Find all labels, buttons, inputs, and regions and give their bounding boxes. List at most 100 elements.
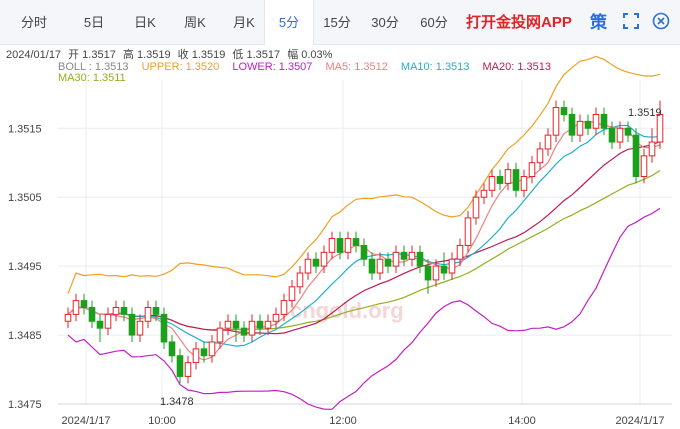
candle-body [176, 355, 184, 377]
candle-body [184, 362, 192, 377]
candle-body [464, 217, 472, 246]
boll-lower-line [67, 207, 661, 410]
quote-range: 幅 0.03% [287, 49, 333, 61]
legend-boll: BOLL : 1.3513 [58, 61, 129, 73]
candle-body [64, 313, 72, 322]
candle-body [272, 313, 280, 322]
candle-body [392, 251, 400, 267]
candle-body [416, 251, 424, 267]
x-tick-label: 2024/1/17 [616, 415, 665, 427]
y-tick-label: 1.3505 [8, 192, 42, 204]
candle-body [408, 251, 416, 260]
y-tick-label: 1.3495 [8, 261, 42, 273]
candle-body [472, 196, 480, 219]
candle-body [384, 258, 392, 267]
candle-body [624, 127, 632, 136]
legend-upper: UPPER: 1.3520 [141, 61, 220, 73]
candle-body [352, 238, 360, 246]
quote-open: 开 1.3517 [68, 49, 116, 61]
open-app-link[interactable]: 打开金投网APP [466, 14, 572, 31]
candle-body [536, 148, 544, 164]
candle-body [520, 176, 528, 191]
candle-body [80, 300, 88, 308]
fullscreen-icon[interactable] [622, 12, 640, 30]
legend-ma20: MA20: 1.3513 [482, 61, 551, 73]
candle-body [360, 244, 368, 260]
min-price-label: 1.3478 [160, 396, 194, 408]
candle-body [72, 300, 80, 315]
candle-body [488, 176, 496, 191]
candle-body [512, 169, 520, 191]
candle-body [584, 120, 592, 129]
candle-body [144, 306, 152, 322]
legend-ma5: MA5: 1.3512 [325, 61, 388, 73]
candle-body [240, 327, 248, 336]
candle-body [264, 320, 272, 329]
candle-body [288, 286, 296, 302]
candle-body [552, 107, 560, 136]
quote-date: 2024/01/17 [6, 49, 62, 61]
y-tick-label: 1.3485 [8, 330, 42, 342]
candle-body [376, 258, 384, 274]
candle-body [208, 341, 216, 357]
candle-body [424, 265, 432, 281]
candle-body [160, 313, 168, 343]
tab-9[interactable]: 60分 [420, 15, 448, 30]
legend-lower: LOWER: 1.3507 [232, 61, 313, 73]
candle-body [296, 272, 304, 288]
candle-body [568, 113, 576, 136]
quote-high: 高 1.3519 [122, 49, 171, 61]
indicator-legend: BOLL : 1.3513 UPPER: 1.3520 LOWER: 1.350… [58, 61, 561, 73]
candle-body [608, 127, 616, 143]
x-tick-label: 2024/1/17 [62, 415, 111, 427]
boll-upper-line [67, 55, 661, 294]
candle-body [200, 348, 208, 357]
candle-body [120, 306, 128, 315]
candle-body [560, 107, 568, 115]
x-tick-label: 12:00 [329, 415, 357, 427]
candle-body [328, 238, 336, 253]
candle-body [136, 320, 144, 336]
candle-body [224, 320, 232, 329]
candle-body [600, 113, 608, 129]
candle-body [192, 348, 200, 364]
candle-body [232, 320, 240, 329]
y-tick-label: 1.3515 [8, 123, 42, 135]
quote-low: 低 1.3517 [232, 49, 281, 61]
tab-6[interactable]: 5分 [264, 0, 314, 45]
candle-body [440, 265, 448, 274]
candle-body [592, 113, 600, 129]
candle-body [336, 238, 344, 253]
candle-body [400, 251, 408, 260]
tab-2[interactable]: 5日 [83, 15, 105, 30]
candle-body [112, 306, 120, 315]
tab-8[interactable]: 30分 [371, 15, 399, 30]
y-tick-label: 1.3475 [8, 399, 42, 411]
candle-body [304, 258, 312, 274]
legend-ma10: MA10: 1.3513 [400, 61, 470, 73]
strategy-icon[interactable]: 策 [590, 13, 607, 32]
candle-body [168, 341, 176, 357]
x-tick-label: 10:00 [148, 415, 176, 427]
candle-body [632, 134, 640, 178]
close-icon[interactable] [652, 12, 670, 30]
candle-body [616, 127, 624, 143]
candle-body [344, 238, 352, 253]
candle-body [640, 155, 648, 178]
candle-body [248, 320, 256, 336]
candle-body [544, 134, 552, 150]
candle-body [448, 258, 456, 274]
tab-5[interactable]: 月K [233, 15, 255, 30]
candle-body [128, 313, 136, 336]
tab-7[interactable]: 15分 [323, 15, 351, 30]
legend-ma30: MA30: 1.3511 [58, 72, 126, 84]
candle-body [456, 244, 464, 260]
candle-body [256, 320, 264, 329]
indicator-legend-row2: MA30: 1.3511 [58, 72, 126, 84]
candle-body [648, 141, 656, 157]
tab-3[interactable]: 日K [134, 15, 156, 30]
candle-body [104, 313, 112, 329]
tab-1[interactable]: 分时 [20, 15, 47, 30]
tab-4[interactable]: 周K [184, 15, 206, 30]
